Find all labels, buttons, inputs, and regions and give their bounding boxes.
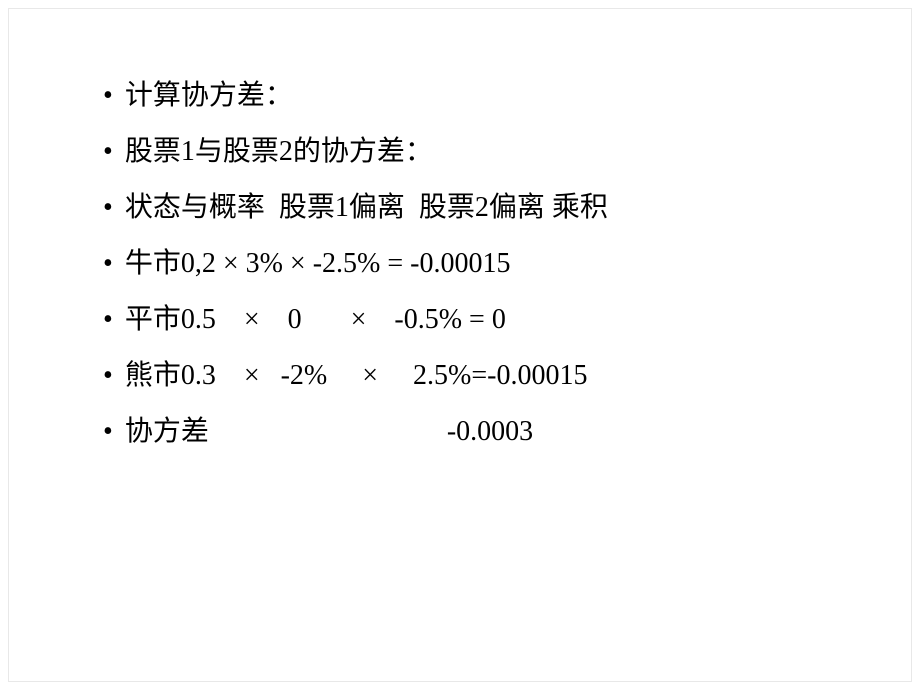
bullet-icon: • bbox=[103, 187, 113, 229]
bullet-item-7: • 协方差 -0.0003 bbox=[85, 411, 835, 453]
line-text-7: 协方差 -0.0003 bbox=[125, 411, 835, 453]
line-text-6: 熊市0.3 × -2% × 2.5%=-0.00015 bbox=[125, 355, 835, 397]
line-text-4: 牛市0,2 × 3% × -2.5% = -0.00015 bbox=[125, 243, 835, 285]
bullet-icon: • bbox=[103, 131, 113, 173]
line-text-2: 股票1与股票2的协方差： bbox=[125, 131, 835, 173]
bullet-icon: • bbox=[103, 243, 113, 285]
slide-content: • 计算协方差： • 股票1与股票2的协方差： • 状态与概率 股票1偏离 股票… bbox=[85, 75, 835, 467]
bullet-item-1: • 计算协方差： bbox=[85, 75, 835, 117]
line-text-3: 状态与概率 股票1偏离 股票2偏离 乘积 bbox=[125, 187, 835, 229]
bullet-icon: • bbox=[103, 75, 113, 117]
bullet-item-3: • 状态与概率 股票1偏离 股票2偏离 乘积 bbox=[85, 187, 835, 229]
bullet-item-4: • 牛市0,2 × 3% × -2.5% = -0.00015 bbox=[85, 243, 835, 285]
bullet-item-2: • 股票1与股票2的协方差： bbox=[85, 131, 835, 173]
bullet-icon: • bbox=[103, 411, 113, 453]
line-text-1: 计算协方差： bbox=[125, 75, 835, 117]
line-text-5: 平市0.5 × 0 × -0.5% = 0 bbox=[125, 299, 835, 341]
bullet-icon: • bbox=[103, 355, 113, 397]
bullet-icon: • bbox=[103, 299, 113, 341]
bullet-item-5: • 平市0.5 × 0 × -0.5% = 0 bbox=[85, 299, 835, 341]
bullet-item-6: • 熊市0.3 × -2% × 2.5%=-0.00015 bbox=[85, 355, 835, 397]
